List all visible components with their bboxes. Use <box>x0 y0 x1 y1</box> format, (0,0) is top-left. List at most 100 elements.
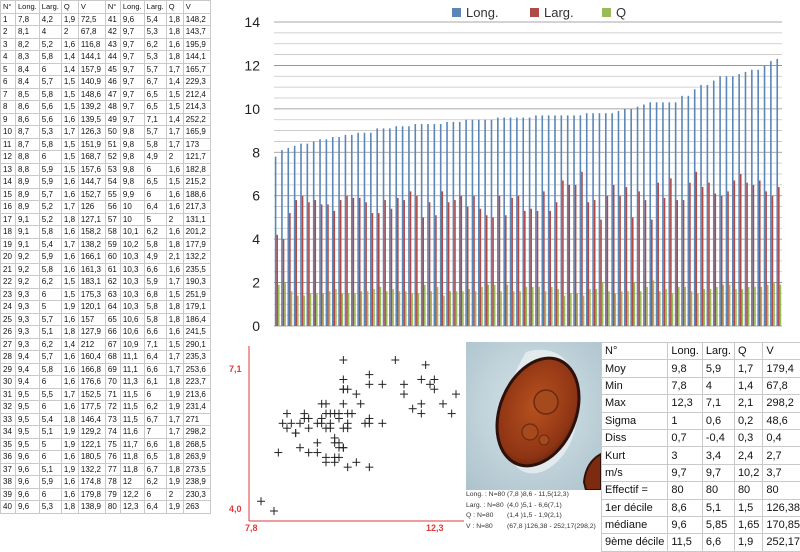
bar-larg <box>619 196 621 326</box>
bar-larg <box>365 202 367 326</box>
scatter-point <box>365 380 373 388</box>
bar-long <box>383 128 385 326</box>
cell-n: 33 <box>1 413 16 426</box>
bar-q <box>462 291 464 326</box>
bar-larg <box>683 200 685 326</box>
scatter-point <box>335 410 343 418</box>
bar-long <box>662 102 664 326</box>
bar-long <box>345 135 347 326</box>
bar-q <box>303 296 305 326</box>
bar-long <box>440 124 442 326</box>
bar-q <box>468 289 470 326</box>
range-value: (7,8 )8,6 - 11,5(12,3) <box>507 490 569 501</box>
statistic-value: 3 <box>668 447 703 464</box>
cell-q: 1,8 <box>61 413 78 426</box>
cell-q: 1,7 <box>166 138 183 151</box>
cell-long: 10,6 <box>120 313 144 326</box>
cell-v: 151,9 <box>78 138 105 151</box>
bar-q <box>310 293 312 326</box>
cell-v: 223,7 <box>183 376 210 389</box>
cell-q: 1,6 <box>61 451 78 464</box>
bar-larg <box>422 217 424 326</box>
cell-larg: 5,2 <box>39 213 61 226</box>
cell-q: 1,6 <box>61 313 78 326</box>
cell-long: 9,7 <box>120 88 144 101</box>
bar-q <box>615 293 617 326</box>
scatter-point <box>365 371 373 379</box>
cell-n: 43 <box>105 38 120 51</box>
bar-larg <box>524 211 526 326</box>
cell-n: 64 <box>105 301 120 314</box>
bar-long <box>275 157 277 326</box>
cell-long: 9,3 <box>16 313 40 326</box>
cell-v: 152,5 <box>78 388 105 401</box>
cell-long: 10 <box>120 201 144 214</box>
cell-long: 11,7 <box>120 438 144 451</box>
statistic-value: 179,4 <box>763 360 800 377</box>
cell-n: 27 <box>1 338 16 351</box>
cell-larg: 5,8 <box>144 313 166 326</box>
cell-v: 179,1 <box>183 301 210 314</box>
bar-q <box>678 287 680 326</box>
cell-n: 75 <box>105 438 120 451</box>
bar-long <box>338 137 340 326</box>
bar-long <box>376 128 378 326</box>
bar-q <box>710 289 712 326</box>
bar-larg <box>708 183 710 326</box>
bar-long <box>586 113 588 326</box>
statistic-value: 1,4 <box>734 377 762 394</box>
cell-v: 157 <box>78 313 105 326</box>
bar-long <box>776 59 778 326</box>
statistic-value: 11,5 <box>668 534 703 551</box>
cell-long: 9,7 <box>120 101 144 114</box>
cell-q: 1,7 <box>166 426 183 439</box>
cell-v: 132,2 <box>183 251 210 264</box>
cell-v: 186,4 <box>183 313 210 326</box>
bar-larg <box>384 200 386 326</box>
header-larg: Larg. <box>144 1 166 14</box>
cell-larg: 5,3 <box>144 26 166 39</box>
bar-q <box>697 293 699 326</box>
legend-label: Larg. <box>544 5 574 20</box>
cell-larg: 5,1 <box>39 326 61 339</box>
header-long: Long. <box>120 1 144 14</box>
cell-long: 12 <box>120 476 144 489</box>
cell-v: 158,2 <box>78 226 105 239</box>
cell-v: 298,2 <box>183 426 210 439</box>
statistic-value: 48,6 <box>763 412 800 429</box>
cell-n: 74 <box>105 426 120 439</box>
bar-larg <box>314 200 316 326</box>
cell-q: 1,5 <box>166 101 183 114</box>
bar-long <box>332 137 334 326</box>
cell-q: 1,5 <box>61 288 78 301</box>
statistic-value: 8,6 <box>668 499 703 516</box>
statistic-value: 5,85 <box>702 516 734 533</box>
cell-long: 8,3 <box>16 51 40 64</box>
cell-q: 1,7 <box>166 63 183 76</box>
range-value: (4,0 )5,1 - 6,6(7,1) <box>507 501 562 512</box>
scatter-point <box>322 453 330 461</box>
bar-q <box>742 289 744 326</box>
bar-long <box>618 111 620 326</box>
cell-long: 9,6 <box>120 13 144 26</box>
bar-long <box>592 113 594 326</box>
cell-larg: 6,6 <box>144 438 166 451</box>
cell-n: 59 <box>105 238 120 251</box>
bar-q <box>532 287 534 326</box>
statistic-label: Diss <box>602 429 668 446</box>
bar-larg <box>651 220 653 326</box>
bar-q <box>335 289 337 326</box>
